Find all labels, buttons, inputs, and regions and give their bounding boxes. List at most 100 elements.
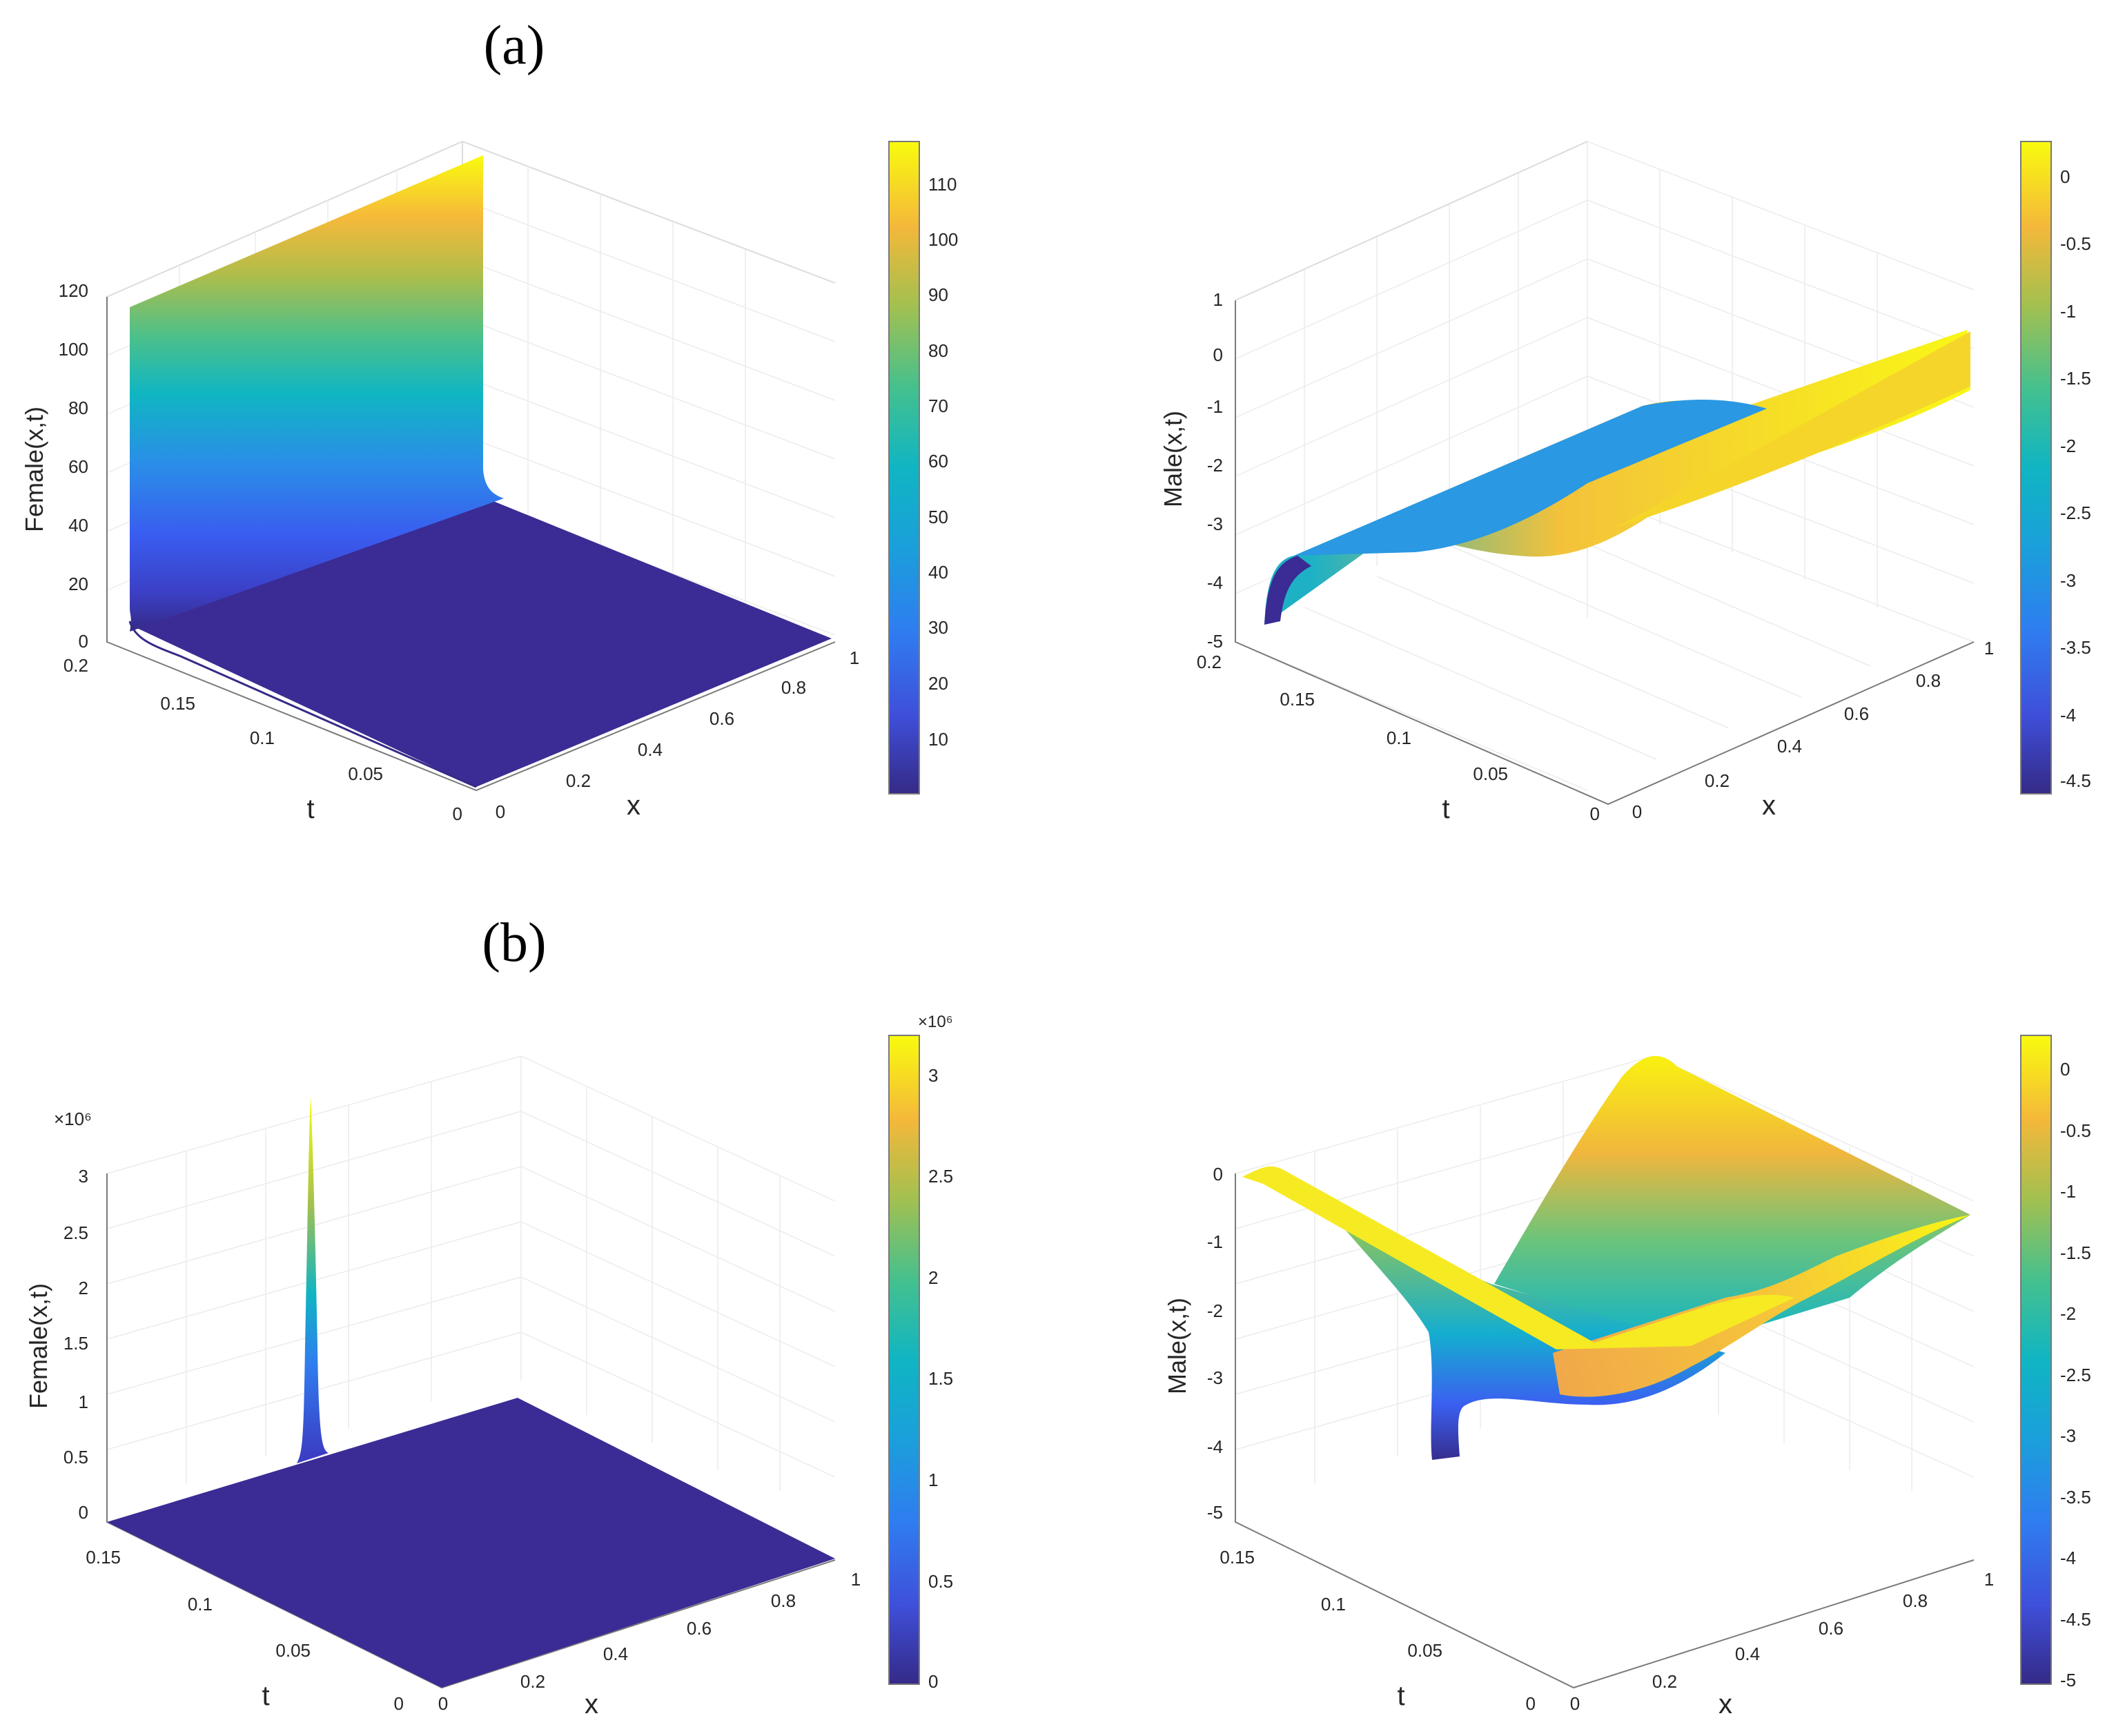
z-tick: 0 <box>1213 344 1223 365</box>
chart-a-female-colorbar: 10 20 30 40 50 60 70 80 90 100 110 <box>888 141 958 794</box>
chart-a-male-surface-back <box>1294 400 1767 556</box>
chart-b-male: Male(x,t) t x -5 -4 -3 -2 -1 0 0 0.05 0.… <box>1163 1035 2091 1719</box>
colorbar-tick: -2.5 <box>2060 503 2091 523</box>
colorbar-tick: -3 <box>2060 570 2076 591</box>
chart-a-male-surface-lip <box>1264 556 1311 625</box>
chart-a-male-t-ticks: 0 0.05 0.1 0.15 0.2 <box>1197 652 1600 824</box>
chart-a-female-z-ticks: 0 20 40 60 80 100 120 <box>59 280 88 652</box>
colorbar-tick: -1 <box>2060 1181 2076 1202</box>
t-tick: 0.05 <box>1473 763 1508 784</box>
x-tick: 0.8 <box>1903 1590 1928 1611</box>
colorbar-tick: -1.5 <box>2060 1242 2091 1263</box>
colorbar-tick: -2 <box>2060 436 2076 456</box>
x-tick: 0.8 <box>771 1590 796 1611</box>
colorbar-tick: 2 <box>928 1267 938 1288</box>
chart-a-male-x-ticks: 0 0.2 0.4 0.6 0.8 1 <box>1632 638 1994 822</box>
x-tick: 0.2 <box>1705 770 1730 791</box>
chart-a-female-xlabel: x <box>627 790 640 821</box>
chart-b-female-floor <box>107 1398 835 1688</box>
colorbar-tick: -4.5 <box>2060 1609 2091 1630</box>
colorbar-tick: 30 <box>928 617 948 638</box>
chart-b-female-spike <box>297 1098 329 1463</box>
chart-a-male-colorbar: -4.5 -4 -3.5 -3 -2.5 -2 -1.5 -1 -0.5 0 <box>2020 141 2091 794</box>
x-tick: 0.8 <box>1916 670 1941 691</box>
chart-a-female: Female(x,t) t x 0 20 40 60 80 100 120 0 … <box>20 140 958 824</box>
t-tick: 0.15 <box>160 693 195 714</box>
z-tick: -4 <box>1207 572 1223 593</box>
chart-b-female: ×10⁶ Female(x,t) t x 0 0.5 1 1.5 2 2.5 3… <box>24 1013 953 1719</box>
colorbar-tick: 3 <box>928 1065 938 1086</box>
t-tick: 0.15 <box>86 1547 121 1568</box>
x-tick: 1 <box>850 647 859 668</box>
chart-b-male-colorbar: -5 -4.5 -4 -3.5 -3 -2.5 -2 -1.5 -1 -0.5 … <box>2020 1035 2091 1690</box>
x-tick: 1 <box>1984 638 1994 659</box>
colorbar-tick: -4 <box>2060 705 2076 725</box>
chart-b-female-z-ticks: 0 0.5 1 1.5 2 2.5 3 <box>63 1166 88 1523</box>
chart-a-female-front-edge <box>128 621 477 788</box>
t-tick: 0.1 <box>1321 1594 1346 1615</box>
z-tick: 1 <box>79 1392 88 1412</box>
z-tick: 1 <box>1213 289 1223 310</box>
chart-b-female-colorbar: ×10⁶ 0 0.5 1 1.5 2 2.5 3 <box>888 1013 953 1692</box>
z-tick: -2 <box>1207 455 1223 476</box>
z-tick: 0.5 <box>63 1447 88 1467</box>
colorbar-tick: 0 <box>2060 1059 2070 1080</box>
chart-b-female-zlabel: Female(x,t) <box>24 1283 52 1409</box>
t-tick: 0.05 <box>348 763 383 784</box>
colorbar-tick: -0.5 <box>2060 233 2091 254</box>
chart-b-male-z-ticks: -5 -4 -3 -2 -1 0 <box>1207 1164 1223 1523</box>
z-tick: -1 <box>1207 1231 1223 1252</box>
colorbar-tick: 40 <box>928 562 948 583</box>
x-tick: 0.6 <box>1819 1618 1843 1639</box>
chart-a-female-axes <box>106 297 836 792</box>
z-tick: 0 <box>79 631 88 652</box>
colorbar-bar <box>888 141 920 794</box>
x-tick: 0.2 <box>566 770 591 791</box>
z-tick: 40 <box>68 515 88 536</box>
colorbar-tick: 20 <box>928 673 948 694</box>
x-tick: 0 <box>496 801 505 822</box>
z-tick: 100 <box>59 339 88 360</box>
colorbar-tick: -3 <box>2060 1425 2076 1446</box>
t-tick: 0.2 <box>1197 652 1222 672</box>
colorbar-bar <box>888 1035 920 1685</box>
colorbar-tick: -5 <box>2060 1670 2076 1690</box>
colorbar-tick: 50 <box>928 507 948 527</box>
x-tick: 1 <box>851 1569 861 1590</box>
colorbar-tick: -4.5 <box>2060 770 2091 791</box>
t-tick: 0 <box>453 803 462 824</box>
colorbar-tick: -2.5 <box>2060 1365 2091 1385</box>
chart-b-male-tlabel: t <box>1397 1681 1404 1711</box>
colorbar-tick: 1 <box>928 1470 938 1490</box>
z-tick: -3 <box>1207 514 1223 534</box>
x-tick: 0.6 <box>709 708 734 729</box>
panel-label-b: (b) <box>482 913 546 973</box>
x-tick: 0.4 <box>603 1644 628 1664</box>
z-tick: 1.5 <box>63 1333 88 1354</box>
t-tick: 0 <box>1590 803 1600 824</box>
chart-b-male-zlabel: Male(x,t) <box>1163 1298 1191 1394</box>
colorbar-tick: 80 <box>928 340 948 361</box>
x-tick: 0 <box>1570 1693 1580 1714</box>
chart-b-male-xlabel: x <box>1719 1689 1732 1719</box>
colorbar-tick: 100 <box>928 229 958 250</box>
chart-a-male-z-ticks: -5 -4 -3 -2 -1 0 1 <box>1207 289 1223 652</box>
t-tick: 0 <box>1526 1693 1536 1714</box>
colorbar-tick: -1 <box>2060 301 2076 322</box>
chart-a-female-tlabel: t <box>306 794 314 824</box>
chart-b-male-x-ticks: 0 0.2 0.4 0.6 0.8 1 <box>1570 1569 1994 1714</box>
chart-a-female-zlabel: Female(x,t) <box>20 407 48 532</box>
chart-a-male-zlabel: Male(x,t) <box>1159 411 1187 507</box>
chart-a-female-floor <box>130 497 832 787</box>
x-tick: 0.8 <box>781 677 806 698</box>
z-tick: -5 <box>1207 1502 1223 1523</box>
colorbar-bar <box>2020 1035 2052 1685</box>
colorbar-tick: 0 <box>2060 166 2070 187</box>
t-tick: 0.05 <box>275 1640 311 1661</box>
z-tick: 2.5 <box>63 1222 88 1243</box>
z-tick: 120 <box>59 280 88 301</box>
x-tick: 1 <box>1984 1569 1994 1590</box>
x-tick: 0.4 <box>1777 736 1802 757</box>
x-tick: 0.4 <box>638 739 663 760</box>
